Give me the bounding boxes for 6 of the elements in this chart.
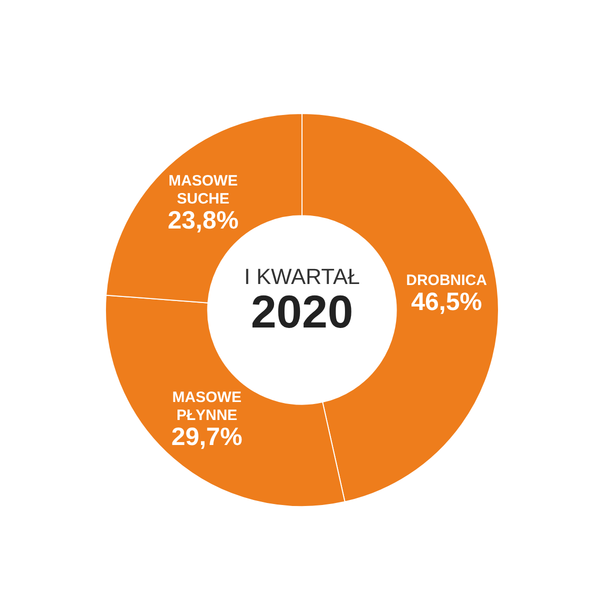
data-label: 29,7% (171, 422, 242, 451)
data-label: 23,8% (168, 206, 239, 234)
data-label: 46,5% (411, 288, 482, 316)
slice-label: MASOWE SUCHE (168, 172, 238, 208)
slice-label: MASOWE PŁYNNE (172, 389, 242, 424)
slice-label: DROBNICA (406, 272, 488, 290)
